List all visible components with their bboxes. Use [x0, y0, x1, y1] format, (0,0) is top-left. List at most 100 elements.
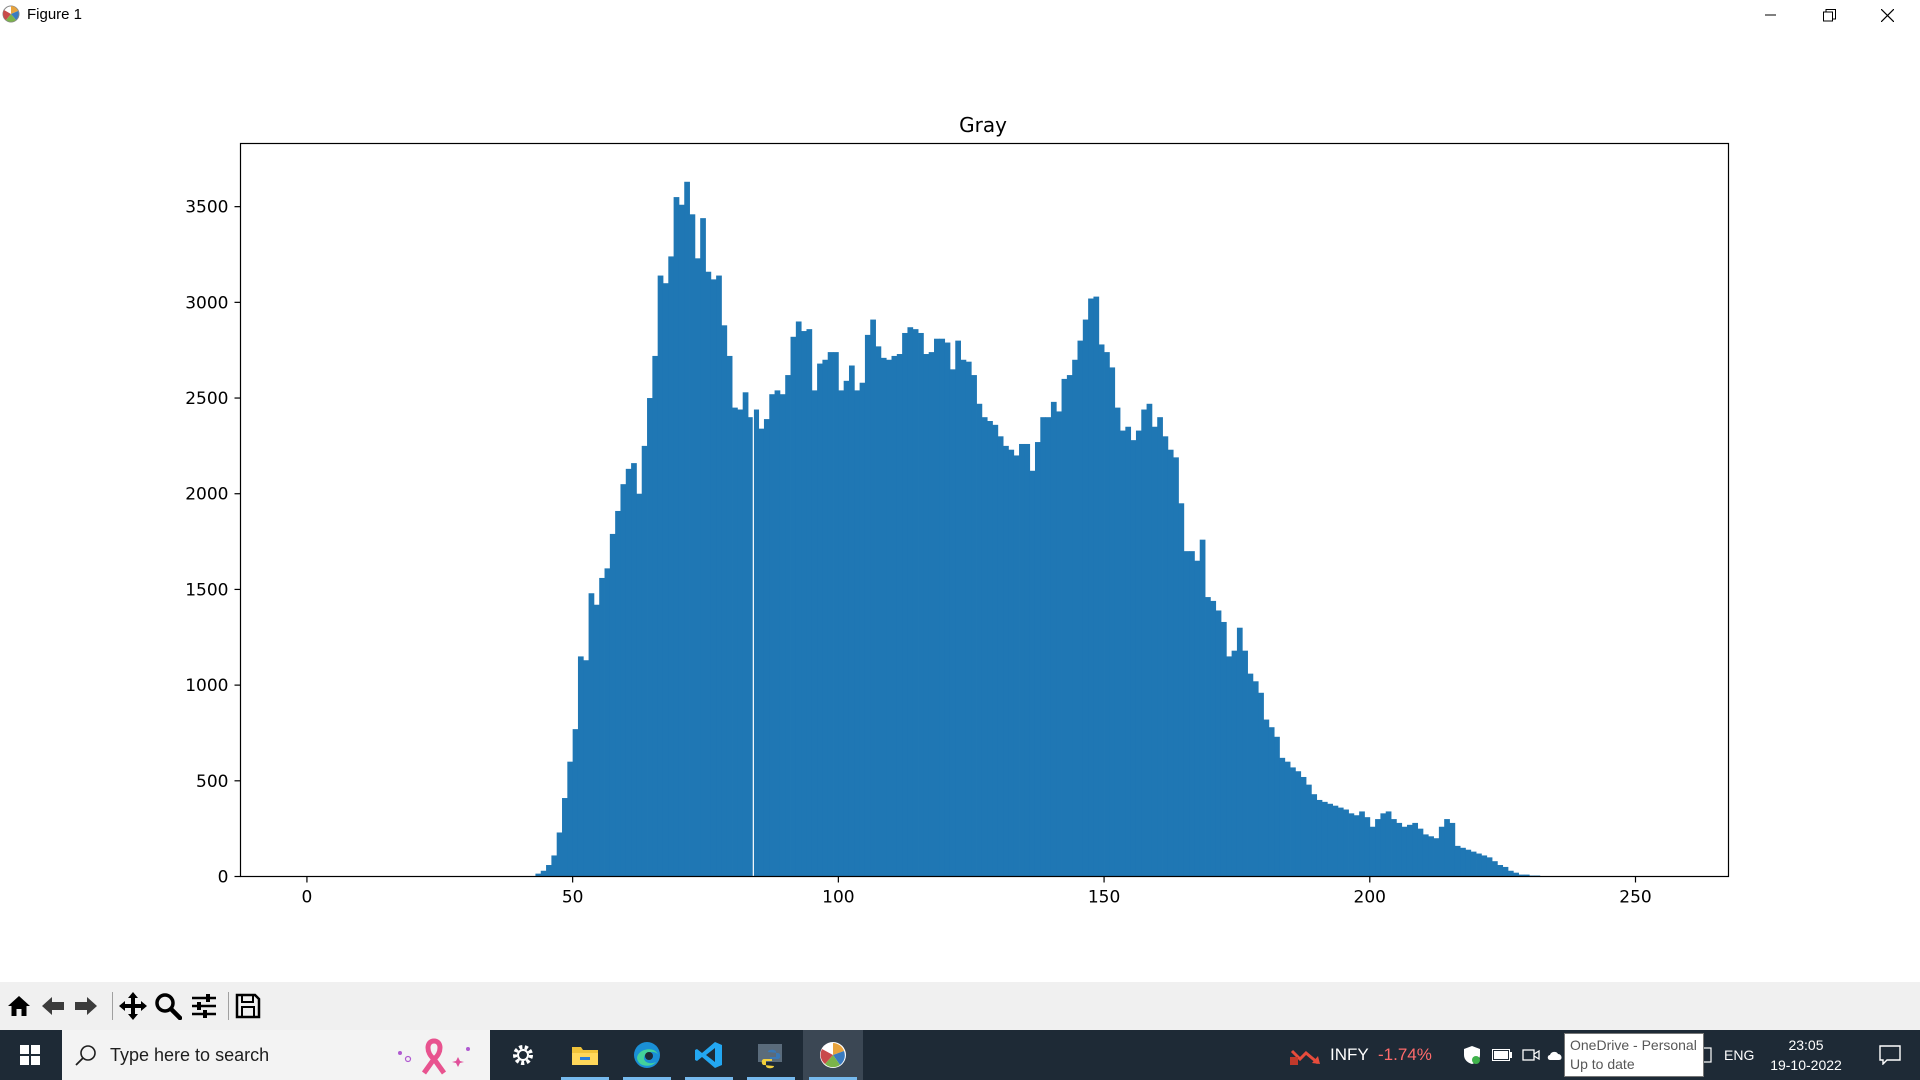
search-placeholder: Type here to search [110, 1045, 270, 1065]
histogram-bar [694, 258, 701, 877]
histogram-bar [1481, 855, 1488, 877]
forward-button[interactable] [70, 990, 102, 1022]
y-tick-label: 2500 [185, 389, 228, 409]
y-tick-label: 500 [196, 772, 228, 792]
taskbar-matplotlib[interactable] [803, 1030, 863, 1080]
histogram-bar [546, 865, 552, 877]
histogram-bar [827, 352, 834, 877]
histogram-bar [896, 354, 903, 877]
histogram-bar [949, 369, 956, 877]
histogram-bar [1173, 457, 1179, 877]
histogram-bar [934, 338, 940, 877]
histogram-bar [833, 352, 839, 877]
histogram-bar [944, 342, 951, 877]
save-button[interactable] [232, 990, 264, 1022]
zoom-icon [155, 993, 182, 1020]
histogram-bar [1268, 727, 1275, 877]
language-indicator[interactable]: ENG [1724, 1047, 1755, 1063]
stock-symbol[interactable]: INFY [1330, 1045, 1369, 1064]
histogram-bar [912, 329, 919, 877]
histogram-bar [1258, 692, 1264, 877]
histogram-bar [795, 321, 802, 877]
histogram-bar [1125, 426, 1132, 877]
search-box[interactable]: Type here to search [62, 1030, 490, 1080]
notification-button[interactable] [1864, 1030, 1916, 1080]
histogram-bar [562, 798, 568, 877]
vscode-icon [695, 1042, 722, 1068]
histogram-bar [716, 275, 722, 877]
histogram-bar [742, 392, 749, 877]
tray-onedrive[interactable] [1545, 1044, 1565, 1066]
start-button[interactable] [0, 1030, 60, 1080]
histogram-bar [673, 197, 680, 877]
configure-subplots-button[interactable] [188, 990, 220, 1022]
close-button[interactable] [1858, 0, 1916, 30]
histogram-bar [1135, 430, 1142, 877]
chart-title: Gray [959, 113, 1007, 137]
histogram-bar [540, 870, 547, 877]
figure-canvas[interactable]: Gray 0 50 100 150 200 250 0 500 1000 1500 2000 250… [0, 30, 1920, 982]
histogram-bar [1226, 656, 1233, 877]
back-arrow-icon [42, 997, 64, 1015]
histogram-bar [1098, 344, 1105, 877]
histogram-bar [1210, 600, 1217, 877]
taskbar-vscode[interactable] [679, 1030, 739, 1080]
histogram-bar [657, 275, 664, 877]
histogram-bar [551, 855, 558, 877]
histogram-bar [1263, 719, 1270, 877]
histogram-bar [1088, 298, 1094, 877]
back-button[interactable] [37, 990, 69, 1022]
restore-button[interactable] [1800, 0, 1858, 30]
histogram-bar [1194, 560, 1201, 877]
histogram-bar [1380, 813, 1387, 877]
cloud-icon [1547, 1051, 1562, 1060]
histogram-bar [1454, 845, 1461, 877]
stock-change[interactable]: -1.74% [1378, 1045, 1432, 1064]
histogram-bar [753, 409, 760, 877]
histogram-bar [1438, 826, 1445, 877]
histogram-bar [1008, 449, 1015, 877]
histogram-bar [1141, 409, 1147, 877]
histogram-bar [1114, 407, 1121, 877]
taskbar-settings[interactable] [493, 1030, 553, 1080]
histogram-bar [1497, 865, 1504, 877]
tray-meet[interactable] [1521, 1044, 1541, 1066]
histogram-bar [1157, 417, 1163, 877]
toolbar-separator [228, 992, 229, 1020]
histogram-bar [928, 352, 935, 877]
histogram-bar [1178, 503, 1185, 877]
taskbar-edge[interactable] [617, 1030, 677, 1080]
histogram-bar [1072, 359, 1078, 877]
histogram-bar [1242, 650, 1248, 877]
taskbar-file-explorer[interactable] [555, 1030, 615, 1080]
home-button[interactable] [3, 990, 35, 1022]
histogram-bar [1385, 811, 1392, 877]
histogram-bar [843, 380, 850, 877]
histogram-bar [939, 338, 946, 877]
histogram-bar [1279, 757, 1286, 877]
y-tick-label: 3000 [185, 293, 228, 313]
histogram-bar [662, 283, 669, 877]
minimize-button[interactable] [1742, 0, 1800, 30]
tray-battery[interactable] [1492, 1044, 1512, 1066]
restore-icon [1822, 8, 1836, 21]
zoom-button[interactable] [152, 990, 184, 1022]
histogram-bar [609, 533, 616, 877]
histogram-bar [1040, 417, 1047, 877]
camera-icon [1522, 1049, 1540, 1061]
pan-button[interactable] [117, 990, 149, 1022]
home-icon [8, 996, 30, 1016]
histogram-bar [1348, 813, 1355, 877]
histogram-bar [1252, 681, 1259, 877]
histogram-bar [785, 375, 791, 877]
histogram-bar [886, 359, 892, 877]
histogram-bar [976, 403, 983, 877]
histogram-bar [572, 729, 579, 877]
histogram-bar [620, 484, 627, 877]
histogram-bar [1396, 822, 1403, 877]
taskbar-python[interactable] [741, 1030, 801, 1080]
histogram-bar [801, 331, 807, 877]
histogram-bar [1492, 861, 1498, 877]
histogram-bar [1189, 551, 1195, 877]
tray-security[interactable] [1462, 1044, 1482, 1066]
